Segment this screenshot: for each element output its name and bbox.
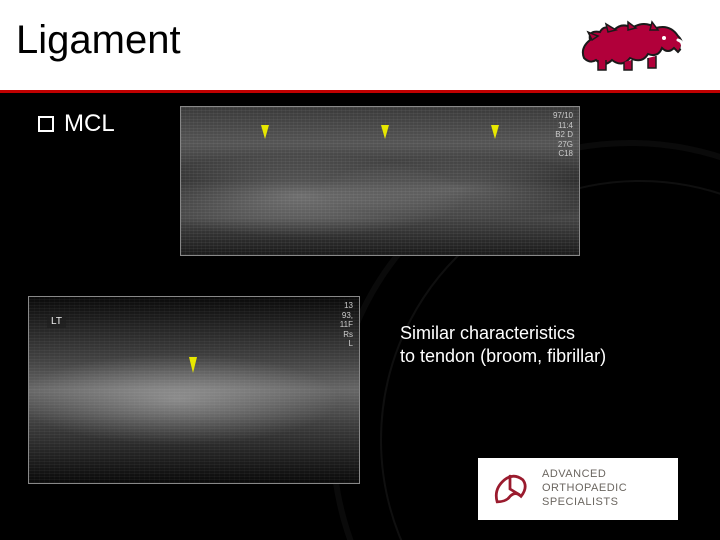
scan-metadata: 13 93, 11F Rs L (340, 301, 353, 349)
ultrasound-image-bottom: LT 13 93, 11F Rs L (28, 296, 360, 484)
slide-title: Ligament (16, 18, 181, 63)
marker-arrow-icon (261, 125, 269, 139)
marker-arrow-icon (189, 357, 197, 373)
sponsor-logo-icon (486, 465, 534, 513)
description-line-2: to tendon (broom, fibrillar) (400, 345, 606, 368)
sponsor-line-2: ORTHOPAEDIC (542, 482, 627, 496)
scan-metadata: 97/10 11:4 B2 D 27G C18 (553, 111, 573, 159)
sponsor-line-3: SPECIALISTS (542, 496, 627, 510)
bullet-text: MCL (64, 110, 115, 138)
razorback-icon (578, 18, 688, 73)
logo-top-right (568, 10, 698, 80)
description-line-1: Similar characteristics (400, 322, 606, 345)
accent-rule (0, 90, 720, 93)
title-bar: Ligament (0, 0, 720, 90)
scan-label: LT (47, 315, 66, 328)
bullet-row: MCL (38, 110, 115, 138)
description-text: Similar characteristics to tendon (broom… (400, 322, 606, 369)
ultrasound-image-top: 97/10 11:4 B2 D 27G C18 (180, 106, 580, 256)
sponsor-badge: ADVANCED ORTHOPAEDIC SPECIALISTS (478, 458, 678, 520)
bullet-marker-icon (38, 116, 54, 132)
sponsor-text: ADVANCED ORTHOPAEDIC SPECIALISTS (542, 468, 627, 509)
marker-arrow-icon (381, 125, 389, 139)
marker-arrow-icon (491, 125, 499, 139)
sponsor-line-1: ADVANCED (542, 468, 627, 482)
